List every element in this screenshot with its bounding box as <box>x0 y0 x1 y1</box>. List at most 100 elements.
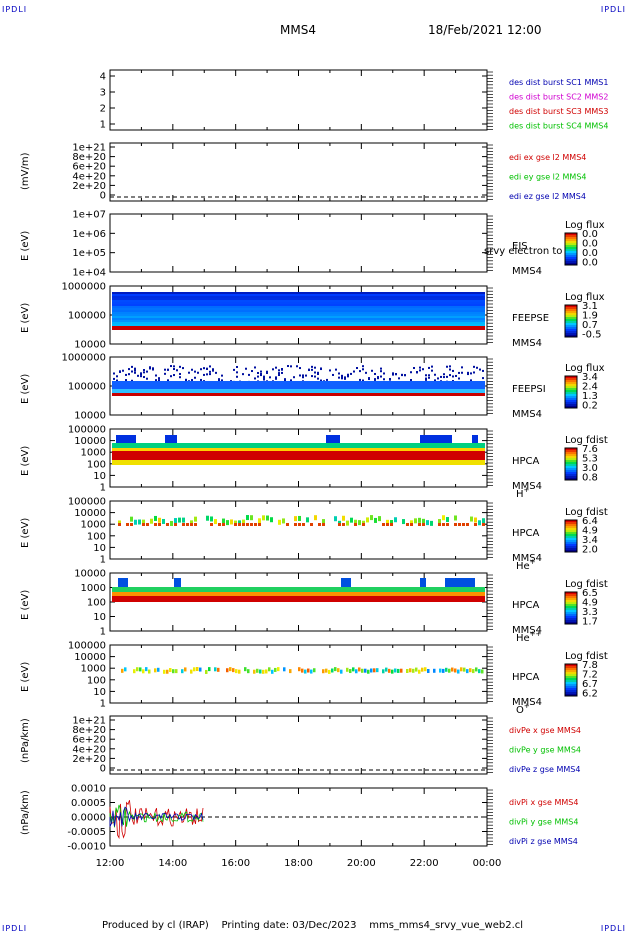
spectrogram-dot <box>162 518 165 524</box>
spectrogram-dot <box>122 369 124 372</box>
spectrogram-dot <box>349 669 352 674</box>
spectrogram-dot <box>378 516 381 522</box>
spectrogram-dot <box>314 375 316 378</box>
spectrogram-dot <box>253 669 256 674</box>
colorbar-segment <box>565 315 577 318</box>
colorbar-segment <box>565 245 577 248</box>
spectrogram-dot <box>448 668 451 673</box>
spectrogram-dot <box>182 367 184 370</box>
spectrogram-dot <box>326 378 328 381</box>
colorbar-segment <box>565 255 577 258</box>
spectrogram-dot <box>410 520 413 526</box>
spectrogram-dot <box>362 365 364 368</box>
colorbar-segment <box>565 261 577 264</box>
spectrogram-dot <box>446 517 449 523</box>
spectrogram-dot <box>236 365 238 368</box>
spectrogram-dot <box>392 372 394 375</box>
spacecraft-label: MMS4 <box>512 697 542 708</box>
spectrogram-dot <box>310 523 313 526</box>
y-tick-label: 10000 <box>74 508 106 519</box>
spectrogram-dot <box>382 523 385 526</box>
colorbar-frame <box>564 447 578 481</box>
spacecraft-title: MMS4 <box>280 23 316 37</box>
spectrogram-dot <box>395 372 397 375</box>
spectrogram-dot <box>137 374 139 377</box>
colorbar-segment <box>565 548 577 551</box>
colorbar-segment <box>565 305 577 308</box>
spectrogram-dot <box>311 368 313 371</box>
spectrogram-dot <box>182 523 185 526</box>
spectrogram-dot <box>155 374 157 377</box>
spectrogram-dot <box>212 369 214 372</box>
spectrogram-dot <box>469 668 472 673</box>
spectrogram-dot <box>248 373 250 376</box>
corner-label-bottom-right: IPDLI <box>600 924 626 933</box>
spectrogram-band <box>112 322 485 325</box>
spectrogram-dot <box>332 373 334 376</box>
colorbar-segment <box>565 462 577 465</box>
colorbar-segment <box>565 690 577 693</box>
spectrogram-dot <box>244 667 247 672</box>
colorbar-segment <box>565 400 577 403</box>
spectrogram-dot <box>437 377 439 380</box>
colorbar-tick-label: 0.8 <box>582 473 598 484</box>
spectrogram-dot <box>181 669 184 674</box>
spectrogram-dot <box>210 516 213 522</box>
spectrogram-dot <box>185 378 187 381</box>
spectrogram-band <box>112 324 485 327</box>
legend-entry: edi ez gse l2 MMS4 <box>509 192 586 201</box>
spectrogram-dot <box>398 377 400 380</box>
colorbar-segment <box>565 263 577 266</box>
spectrogram-dot <box>342 515 345 521</box>
spectrogram-dot <box>428 366 430 369</box>
colorbar-segment <box>565 390 577 393</box>
panel-frame <box>109 213 488 273</box>
spectrogram-dot <box>442 515 445 521</box>
spectrogram-dot <box>383 372 385 375</box>
divpi-series-line <box>109 800 204 840</box>
spectrogram-dot <box>438 523 441 526</box>
spectrogram-dot <box>258 523 261 526</box>
spectrogram-dot <box>359 378 361 381</box>
spectrogram-dot <box>467 371 469 374</box>
y-tick-label: 10 <box>93 612 106 623</box>
colorbar-frame <box>564 591 578 625</box>
spectrogram-dot <box>214 519 217 525</box>
spectrogram-dot <box>176 369 178 372</box>
spectrogram-dot <box>134 367 136 370</box>
spectrogram-dot <box>215 371 217 374</box>
spectrogram-dot <box>458 371 460 374</box>
spectrogram-dot <box>254 366 256 369</box>
legend-entry: divPi y gse MMS4 <box>509 818 578 827</box>
colorbar-segment <box>565 317 577 320</box>
spectrogram-dot <box>305 374 307 377</box>
spectrogram-dot <box>190 523 193 526</box>
spectrogram-dot <box>270 517 273 523</box>
colorbar-tick-label: 2.4 <box>582 382 598 393</box>
colorbar-segment <box>565 251 577 254</box>
spectrogram-dot <box>310 669 313 674</box>
panel-frame <box>109 69 488 131</box>
spectrogram-dot <box>124 667 127 672</box>
colorbar-segment <box>565 592 577 595</box>
spectrogram-dot <box>481 669 484 674</box>
spectrogram-dot <box>419 369 421 372</box>
spectrogram-dot <box>338 376 340 379</box>
colorbar-segment <box>565 311 577 314</box>
y-tick-label: 100000 <box>68 641 106 652</box>
spectrogram-dot <box>250 523 253 526</box>
spectrogram-dot <box>482 369 484 372</box>
spectrogram-dot <box>146 523 149 526</box>
spectrogram-dot <box>410 523 413 526</box>
colorbar-tick-label: 4.9 <box>582 526 598 537</box>
colorbar-segment <box>565 249 577 252</box>
spectrogram-dot <box>125 373 127 376</box>
colorbar-tick-label: 6.4 <box>582 516 598 527</box>
colorbar-segment <box>565 394 577 397</box>
colorbar-segment <box>565 534 577 537</box>
spectrogram-dot <box>236 375 238 378</box>
spectrogram-dot <box>446 523 449 526</box>
colorbar-segment <box>565 612 577 615</box>
spectrogram-dot <box>149 366 151 369</box>
y-axis-label: (nPa/km) <box>20 718 31 763</box>
